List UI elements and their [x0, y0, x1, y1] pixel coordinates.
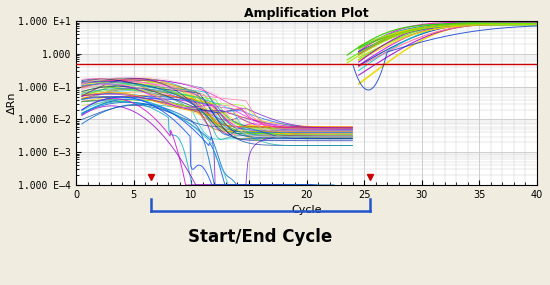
Text: Start/End Cycle: Start/End Cycle — [188, 228, 333, 246]
Title: Amplification Plot: Amplification Plot — [244, 7, 369, 20]
X-axis label: Cycle: Cycle — [292, 205, 322, 215]
Y-axis label: ΔRn: ΔRn — [7, 92, 17, 114]
